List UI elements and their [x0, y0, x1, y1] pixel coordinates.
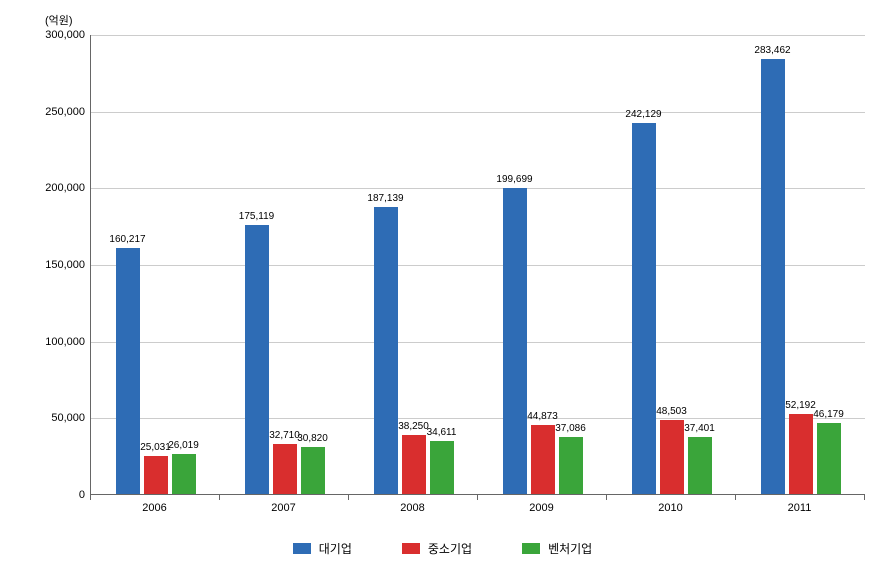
y-tick-label: 100,000: [30, 336, 85, 348]
x-tick-label: 2010: [606, 502, 735, 514]
legend: 대기업 중소기업 벤처기업: [10, 540, 875, 557]
legend-swatch: [402, 543, 420, 554]
x-divider: [219, 495, 220, 500]
bar: [559, 437, 583, 494]
legend-label: 벤처기업: [548, 540, 592, 557]
x-tick-label: 2007: [219, 502, 348, 514]
bar-value-label: 175,119: [232, 211, 282, 222]
bar-value-label: 242,129: [619, 109, 669, 120]
year-group: 187,13938,25034,611: [349, 35, 478, 494]
bar-value-label: 199,699: [490, 174, 540, 185]
chart-container: (억원) 160,21725,03126,019175,11932,71030,…: [10, 10, 875, 575]
bar-value-label: 37,086: [546, 423, 596, 434]
bar: [144, 456, 168, 494]
y-tick-label: 300,000: [30, 29, 85, 41]
legend-label: 중소기업: [428, 540, 472, 557]
y-tick-label: 50,000: [30, 412, 85, 424]
bar: [632, 123, 656, 494]
bar-value-label: 34,611: [417, 427, 467, 438]
bar: [374, 207, 398, 494]
bar: [301, 447, 325, 494]
bar: [688, 437, 712, 494]
bar-value-label: 44,873: [518, 411, 568, 422]
bar: [789, 414, 813, 494]
legend-swatch: [293, 543, 311, 554]
x-divider: [606, 495, 607, 500]
y-tick-label: 150,000: [30, 259, 85, 271]
x-divider: [864, 495, 865, 500]
y-tick-label: 0: [30, 489, 85, 501]
bar: [273, 444, 297, 494]
bar-value-label: 48,503: [647, 406, 697, 417]
year-group: 199,699 44,87337,086: [478, 35, 607, 494]
x-divider: [477, 495, 478, 500]
bar-value-label: 283,462: [748, 45, 798, 56]
x-divider: [90, 495, 91, 500]
year-group: 160,21725,03126,019: [91, 35, 220, 494]
bar: [245, 225, 269, 494]
bar-value-label: 46,179: [804, 409, 854, 420]
year-group: 242,129 48,503 37,401: [607, 35, 736, 494]
y-axis-unit-label: (억원): [45, 12, 73, 28]
legend-label: 대기업: [319, 540, 352, 557]
bar: [116, 248, 140, 494]
x-divider: [735, 495, 736, 500]
bar-value-label: 37,401: [675, 423, 725, 434]
x-tick-label: 2006: [90, 502, 219, 514]
bar: [402, 435, 426, 494]
bar: [430, 441, 454, 494]
legend-item: 벤처기업: [522, 540, 592, 557]
plot-area: 160,21725,03126,019175,11932,71030,82018…: [90, 35, 865, 495]
x-tick-label: 2009: [477, 502, 606, 514]
year-group: 175,11932,71030,820: [220, 35, 349, 494]
bar-value-label: 30,820: [288, 433, 338, 444]
year-group: 283,46252,19246,179: [736, 35, 865, 494]
legend-item: 대기업: [293, 540, 352, 557]
x-tick-label: 2008: [348, 502, 477, 514]
bar: [531, 425, 555, 494]
bar: [761, 59, 785, 494]
bar: [503, 188, 527, 494]
legend-swatch: [522, 543, 540, 554]
y-tick-label: 250,000: [30, 106, 85, 118]
bar-value-label: 187,139: [361, 193, 411, 204]
bar: [172, 454, 196, 494]
x-tick-label: 2011: [735, 502, 864, 514]
bar-value-label: 26,019: [159, 440, 209, 451]
bar: [817, 423, 841, 494]
y-tick-label: 200,000: [30, 182, 85, 194]
x-divider: [348, 495, 349, 500]
legend-item: 중소기업: [402, 540, 472, 557]
bar-value-label: 160,217: [103, 234, 153, 245]
